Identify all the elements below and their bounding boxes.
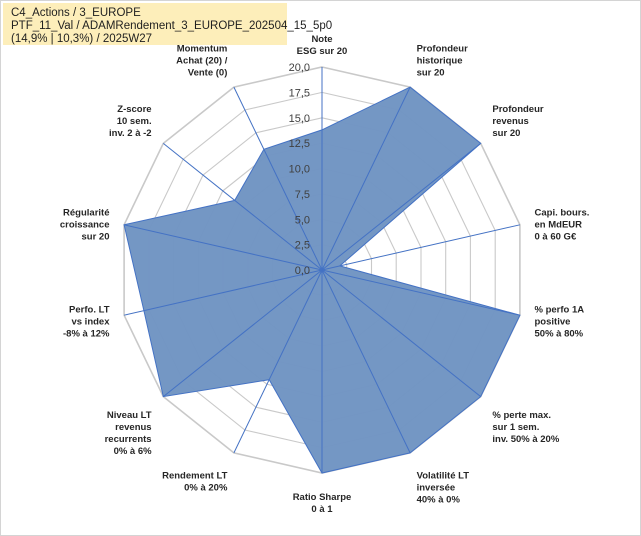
axis-label-line: Rendement LT <box>162 470 227 481</box>
axis-label-line: sur 20 <box>417 68 445 79</box>
axis-label: Ratio Sharpe 0 à 1 <box>293 492 352 515</box>
axis-label-line: -8% à 12% <box>63 329 110 340</box>
axis-label: Volatilité LT inversée 40% à 0% <box>417 470 470 505</box>
axis-label-line: % perfo 1A <box>535 305 585 316</box>
axis-label: Profondeur revenus sur 20 <box>492 104 543 139</box>
axis-spoke <box>123 224 323 271</box>
tick-label: 7,5 <box>295 189 310 201</box>
axis-label-line: Volatilité LT <box>417 470 470 481</box>
axis-label-line: Profondeur <box>492 104 543 115</box>
tick-label: 10,0 <box>289 164 310 176</box>
axis-label-line: Capi. bours. <box>535 208 590 219</box>
axis-spoke <box>321 269 411 454</box>
axis-label-line: % perte max. <box>492 410 551 421</box>
axis-label-line: inv. 2 à -2 <box>109 128 152 139</box>
axis-spoke <box>321 269 482 397</box>
axis-spoke <box>162 143 323 271</box>
axis-label-line: Momentum <box>177 44 228 55</box>
tick-label: 12,5 <box>289 138 310 150</box>
axis-label-line: ESG sur 20 <box>297 46 348 57</box>
axis-label-line: Note <box>311 34 332 45</box>
axis-label-line: Z-score <box>117 104 151 115</box>
axis-label-line: recurrents <box>105 434 152 445</box>
axis-label: Capi. bours. en MdEUR 0 à 60 G€ <box>535 208 590 243</box>
axis-label-line: inversée <box>417 482 456 493</box>
chart-header: C4_Actions / 3_EUROPE PTF_11_Val / ADAMR… <box>3 3 333 45</box>
axis-label-line: positive <box>535 317 571 328</box>
axis-spoke <box>321 86 411 271</box>
tick-label: 0,0 <box>295 265 310 277</box>
axis-label: % perte max. sur 1 sem. inv. 50% à 20% <box>492 410 559 445</box>
axis-label-line: Profondeur <box>417 44 468 55</box>
tick-label: 15,0 <box>289 113 310 125</box>
axis-label-line: vs index <box>71 317 110 328</box>
axis-label-line: 40% à 0% <box>417 494 461 505</box>
axis-label: Rendement LT 0% à 20% <box>162 470 228 493</box>
axis-label-line: croissance <box>60 220 110 231</box>
tick-label: 2,5 <box>295 240 310 252</box>
axis-label-line: historique <box>417 56 463 67</box>
axis-label-line: revenus <box>492 116 528 127</box>
axis-label: Régularité croissance sur 20 <box>60 208 110 243</box>
axis-spoke <box>123 269 323 316</box>
axis-label-line: sur 20 <box>82 232 110 243</box>
axis-label-line: Achat (20) / <box>176 56 228 67</box>
axis-label-line: Perfo. LT <box>69 305 110 316</box>
axis-spoke <box>233 269 323 454</box>
tick-label: 5,0 <box>295 214 310 226</box>
axis-label-line: en MdEUR <box>535 220 583 231</box>
axis-label: Perfo. LT vs index -8% à 12% <box>63 305 110 340</box>
axis-label-line: Vente (0) <box>188 68 228 79</box>
axis-spoke <box>321 224 521 271</box>
axis-label: Niveau LT revenus recurrents 0% à 6% <box>105 410 153 457</box>
axis-label-line: 50% à 80% <box>535 329 584 340</box>
header-line-2: PTF_11_Val / ADAMRendement_3_EUROPE_2025… <box>11 20 333 32</box>
header-line-1: C4_Actions / 3_EUROPE <box>11 7 141 19</box>
axis-label: Z-score 10 sem. inv. 2 à -2 <box>109 104 152 139</box>
axis-label: Note ESG sur 20 <box>297 34 348 57</box>
tick-label: 20,0 <box>289 62 310 74</box>
tick-label: 17,5 <box>289 87 310 99</box>
axis-spoke <box>321 269 521 316</box>
axis-label-line: 0% à 20% <box>184 482 228 493</box>
axis-label-line: inv. 50% à 20% <box>492 434 559 445</box>
axis-label-line: 0% à 6% <box>114 446 153 457</box>
axis-label-line: Niveau LT <box>107 410 152 421</box>
axis-label-line: Régularité <box>63 208 109 219</box>
axis-spoke <box>233 86 323 271</box>
axis-label: Momentum Achat (20) / Vente (0) <box>176 44 228 79</box>
axis-spoke <box>162 269 323 397</box>
axis-label: Profondeur historique sur 20 <box>417 44 468 79</box>
axis-label: % perfo 1A positive 50% à 80% <box>535 305 585 340</box>
axis-label-line: sur 1 sem. <box>492 422 539 433</box>
axis-label-line: revenus <box>115 422 151 433</box>
axis-label-line: 0 à 1 <box>311 504 333 515</box>
axis-label-line: 10 sem. <box>117 116 152 127</box>
axis-spoke <box>321 143 482 271</box>
header-line-3: (14,9% | 10,3%) / 2025W27 <box>11 33 153 45</box>
axis-label-line: 0 à 60 G€ <box>535 232 577 243</box>
axis-label-line: sur 20 <box>492 128 520 139</box>
axis-label-line: Ratio Sharpe <box>293 492 352 503</box>
